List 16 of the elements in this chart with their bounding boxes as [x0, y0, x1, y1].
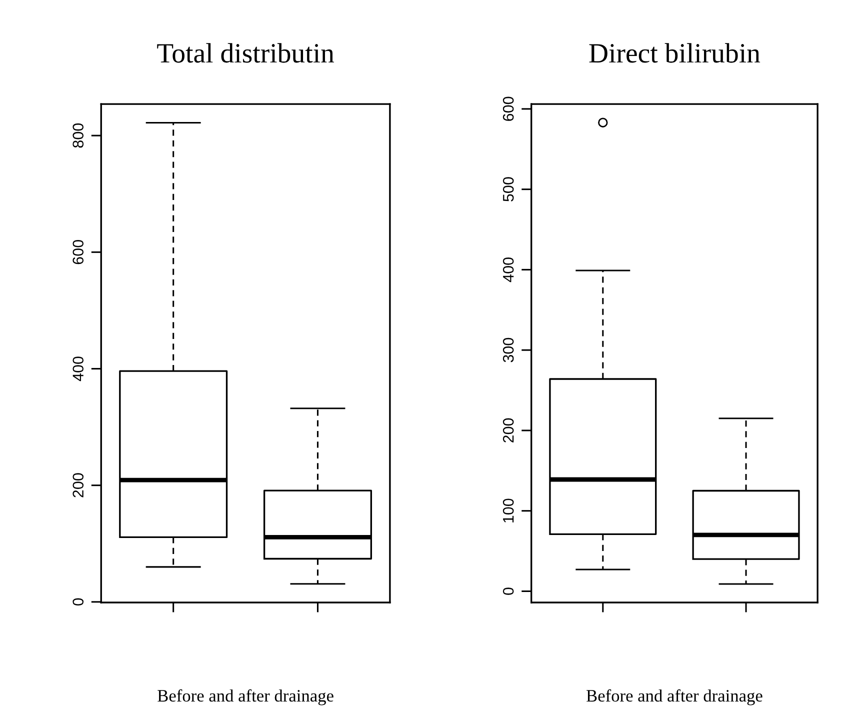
chart-title: Total distributin	[157, 43, 334, 63]
x-axis-title: Before and after drainage	[158, 689, 334, 706]
x-axis-title: Before and after drainage	[586, 689, 762, 706]
y-tick-label: 300	[502, 338, 514, 362]
y-tick-label: 0	[502, 588, 514, 595]
y-tick-label: 200	[72, 473, 84, 498]
y-tick-label: 400	[72, 356, 84, 382]
y-tick-label: 800	[72, 123, 84, 148]
chart-title: Direct bilirubin	[589, 43, 760, 63]
y-tick-label: 500	[502, 177, 514, 202]
y-tick-label: 200	[502, 418, 514, 442]
y-tick-label: 100	[502, 498, 514, 522]
y-tick-label: 0	[72, 598, 84, 606]
y-tick-label: 600	[72, 240, 84, 264]
y-tick-label: 600	[502, 96, 514, 121]
y-tick-label: 400	[502, 258, 514, 282]
